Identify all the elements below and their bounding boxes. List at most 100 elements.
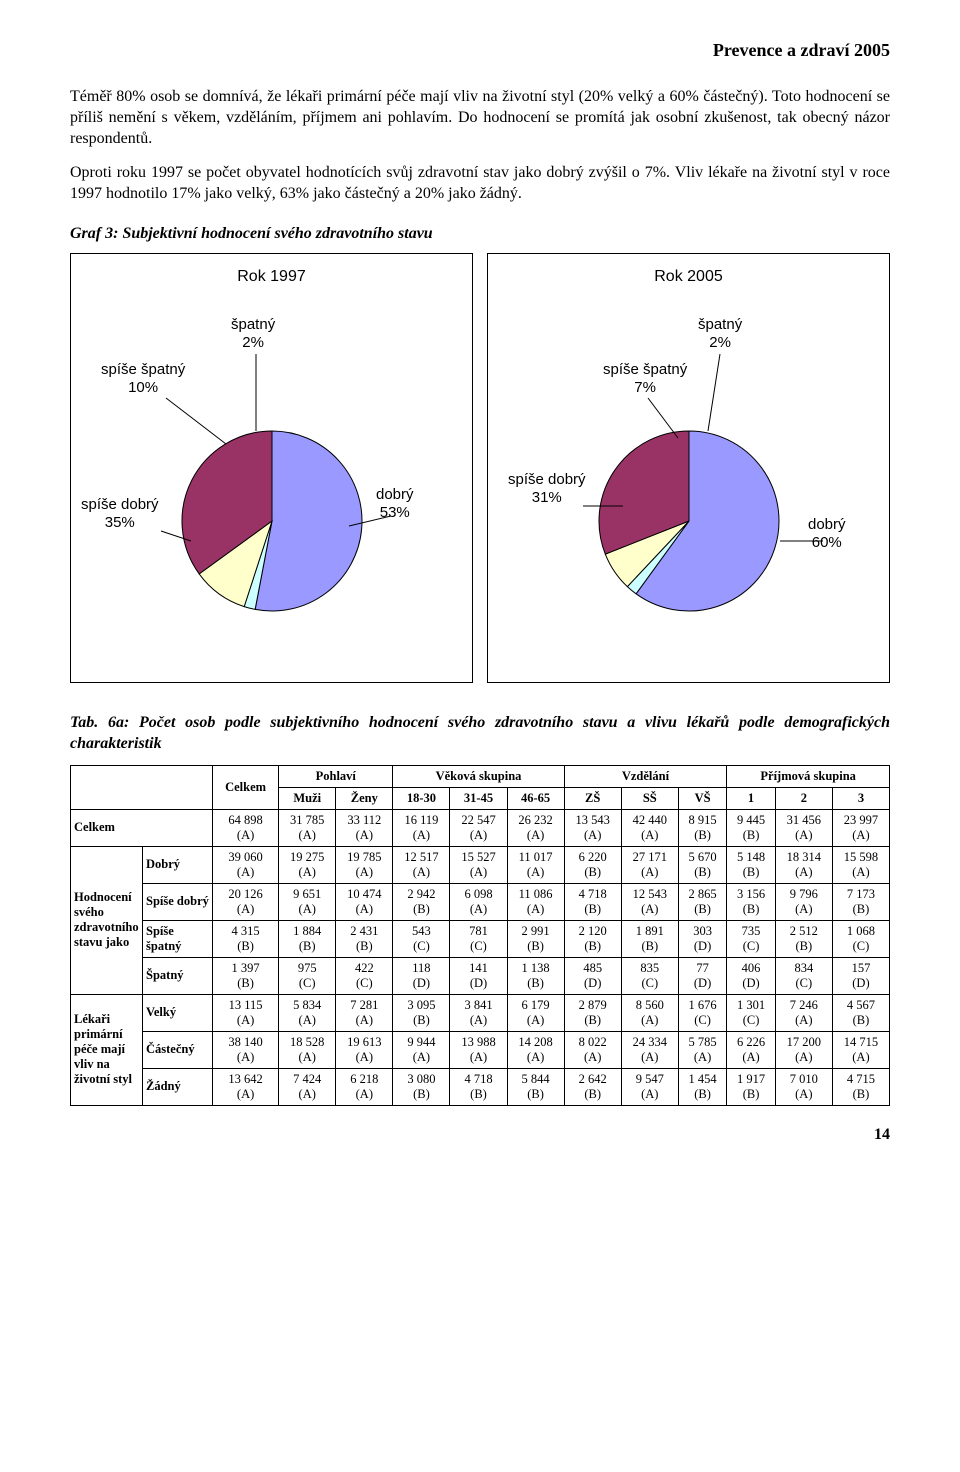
table-cell: 1 068(C) xyxy=(832,920,889,957)
table-cell: 9 944(A) xyxy=(393,1031,450,1068)
table-cell: 11 017(A) xyxy=(507,846,564,883)
table-cell: 3 080(B) xyxy=(393,1068,450,1105)
table-cell: 975(C) xyxy=(279,957,336,994)
table-cell: 543(C) xyxy=(393,920,450,957)
table-cell: 13 642(A) xyxy=(213,1068,279,1105)
graf3-caption: Graf 3: Subjektivní hodnocení svého zdra… xyxy=(70,225,890,243)
table-cell: 6 179(A) xyxy=(507,994,564,1031)
table-cell: 31 456(A) xyxy=(775,809,832,846)
table-cell: 485(D) xyxy=(564,957,621,994)
table-cell: 3 156(B) xyxy=(727,883,775,920)
row-label: Dobrý xyxy=(143,846,213,883)
col-celkem: Celkem xyxy=(213,765,279,809)
table-cell: 5 844(B) xyxy=(507,1068,564,1105)
table-cell: 1 454(B) xyxy=(678,1068,726,1105)
data-table-container: CelkemPohlavíVěková skupinaVzděláníPříjm… xyxy=(70,765,890,1106)
table-cell: 4 567(B) xyxy=(832,994,889,1031)
table-cell: 2 942(B) xyxy=(393,883,450,920)
chart-1997-box: Rok 1997 špatný2%spíše špatný10%spíše do… xyxy=(70,253,473,683)
label-spatny-1997: špatný2% xyxy=(231,316,275,352)
table-cell: 2 879(B) xyxy=(564,994,621,1031)
table-cell: 1 301(C) xyxy=(727,994,775,1031)
table-cell: 7 173(B) xyxy=(832,883,889,920)
table-cell: 9 547(A) xyxy=(621,1068,678,1105)
row-label: Velký xyxy=(143,994,213,1031)
table-cell: 1 138(B) xyxy=(507,957,564,994)
table-cell: 42 440(A) xyxy=(621,809,678,846)
col-sub: 31-45 xyxy=(450,787,507,809)
table-cell: 2 991(B) xyxy=(507,920,564,957)
table-cell: 5 785(A) xyxy=(678,1031,726,1068)
row-label: Spíše dobrý xyxy=(143,883,213,920)
table-cell: 38 140(A) xyxy=(213,1031,279,1068)
row-label: Spíše špatný xyxy=(143,920,213,957)
table-cell: 23 997(A) xyxy=(832,809,889,846)
page-number: 14 xyxy=(70,1126,890,1144)
table-cell: 2 642(B) xyxy=(564,1068,621,1105)
table-cell: 1 884(B) xyxy=(279,920,336,957)
col-group: Pohlaví xyxy=(279,765,393,787)
rowgroup-label-1: Hodnocení svého zdravotního stavu jako xyxy=(71,846,143,994)
label-dobry-2005: dobrý60% xyxy=(808,516,846,552)
table-cell: 3 095(B) xyxy=(393,994,450,1031)
col-sub: 1 xyxy=(727,787,775,809)
table-cell: 4 715(B) xyxy=(832,1068,889,1105)
table-cell: 2 512(B) xyxy=(775,920,832,957)
table-cell: 5 148(B) xyxy=(727,846,775,883)
table-cell: 835(C) xyxy=(621,957,678,994)
table-cell: 2 431(B) xyxy=(336,920,393,957)
col-sub: SŠ xyxy=(621,787,678,809)
chart-2005-title: Rok 2005 xyxy=(498,268,879,286)
table-cell: 735(C) xyxy=(727,920,775,957)
table-cell: 422(C) xyxy=(336,957,393,994)
table-cell: 12 517(A) xyxy=(393,846,450,883)
table-cell: 64 898(A) xyxy=(213,809,279,846)
chart-2005-box: Rok 2005 špatný2%spíše špatný7%spíše dob… xyxy=(487,253,890,683)
table-cell: 4 718(B) xyxy=(564,883,621,920)
label-spise-dobry-2005: spíše dobrý31% xyxy=(508,471,586,507)
col-group: Příjmová skupina xyxy=(727,765,890,787)
table-cell: 24 334(A) xyxy=(621,1031,678,1068)
label-spatny-2005: špatný2% xyxy=(698,316,742,352)
table-cell: 13 988(A) xyxy=(450,1031,507,1068)
table-cell: 8 022(A) xyxy=(564,1031,621,1068)
table-cell: 8 560(A) xyxy=(621,994,678,1031)
table-cell: 20 126(A) xyxy=(213,883,279,920)
row-label: Částečný xyxy=(143,1031,213,1068)
label-spise-spatny-1997: spíše špatný10% xyxy=(101,361,185,397)
col-sub: 46-65 xyxy=(507,787,564,809)
table-cell: 4 718(B) xyxy=(450,1068,507,1105)
table-cell: 12 543(A) xyxy=(621,883,678,920)
table-cell: 9 796(A) xyxy=(775,883,832,920)
table-cell: 7 010(A) xyxy=(775,1068,832,1105)
table-cell: 26 232(A) xyxy=(507,809,564,846)
table-cell: 7 246(A) xyxy=(775,994,832,1031)
row-label-celkem: Celkem xyxy=(71,809,213,846)
table-cell: 22 547(A) xyxy=(450,809,507,846)
table-cell: 9 445(B) xyxy=(727,809,775,846)
table-cell: 27 171(A) xyxy=(621,846,678,883)
table-cell: 7 281(A) xyxy=(336,994,393,1031)
pie-chart-1997: špatný2%spíše špatný10%spíše dobrý35%dob… xyxy=(81,316,462,636)
row-label: Špatný xyxy=(143,957,213,994)
table-cell: 6 220(B) xyxy=(564,846,621,883)
table-cell: 7 424(A) xyxy=(279,1068,336,1105)
table-cell: 5 670(B) xyxy=(678,846,726,883)
table-cell: 118(D) xyxy=(393,957,450,994)
table-cell: 10 474(A) xyxy=(336,883,393,920)
pie-chart-2005: špatný2%spíše špatný7%spíše dobrý31%dobr… xyxy=(498,316,879,636)
table-cell: 4 315(B) xyxy=(213,920,279,957)
table-cell: 17 200(A) xyxy=(775,1031,832,1068)
table-cell: 77(D) xyxy=(678,957,726,994)
col-sub: VŠ xyxy=(678,787,726,809)
table-cell: 11 086(A) xyxy=(507,883,564,920)
tab6a-caption: Tab. 6a: Počet osob podle subjektivního … xyxy=(70,713,890,755)
table-cell: 2 120(B) xyxy=(564,920,621,957)
table-cell: 1 676(C) xyxy=(678,994,726,1031)
col-group: Věková skupina xyxy=(393,765,564,787)
charts-container: Rok 1997 špatný2%spíše špatný10%spíše do… xyxy=(70,253,890,683)
table-cell: 14 208(A) xyxy=(507,1031,564,1068)
table-cell: 19 785(A) xyxy=(336,846,393,883)
table-cell: 6 098(A) xyxy=(450,883,507,920)
table-cell: 33 112(A) xyxy=(336,809,393,846)
